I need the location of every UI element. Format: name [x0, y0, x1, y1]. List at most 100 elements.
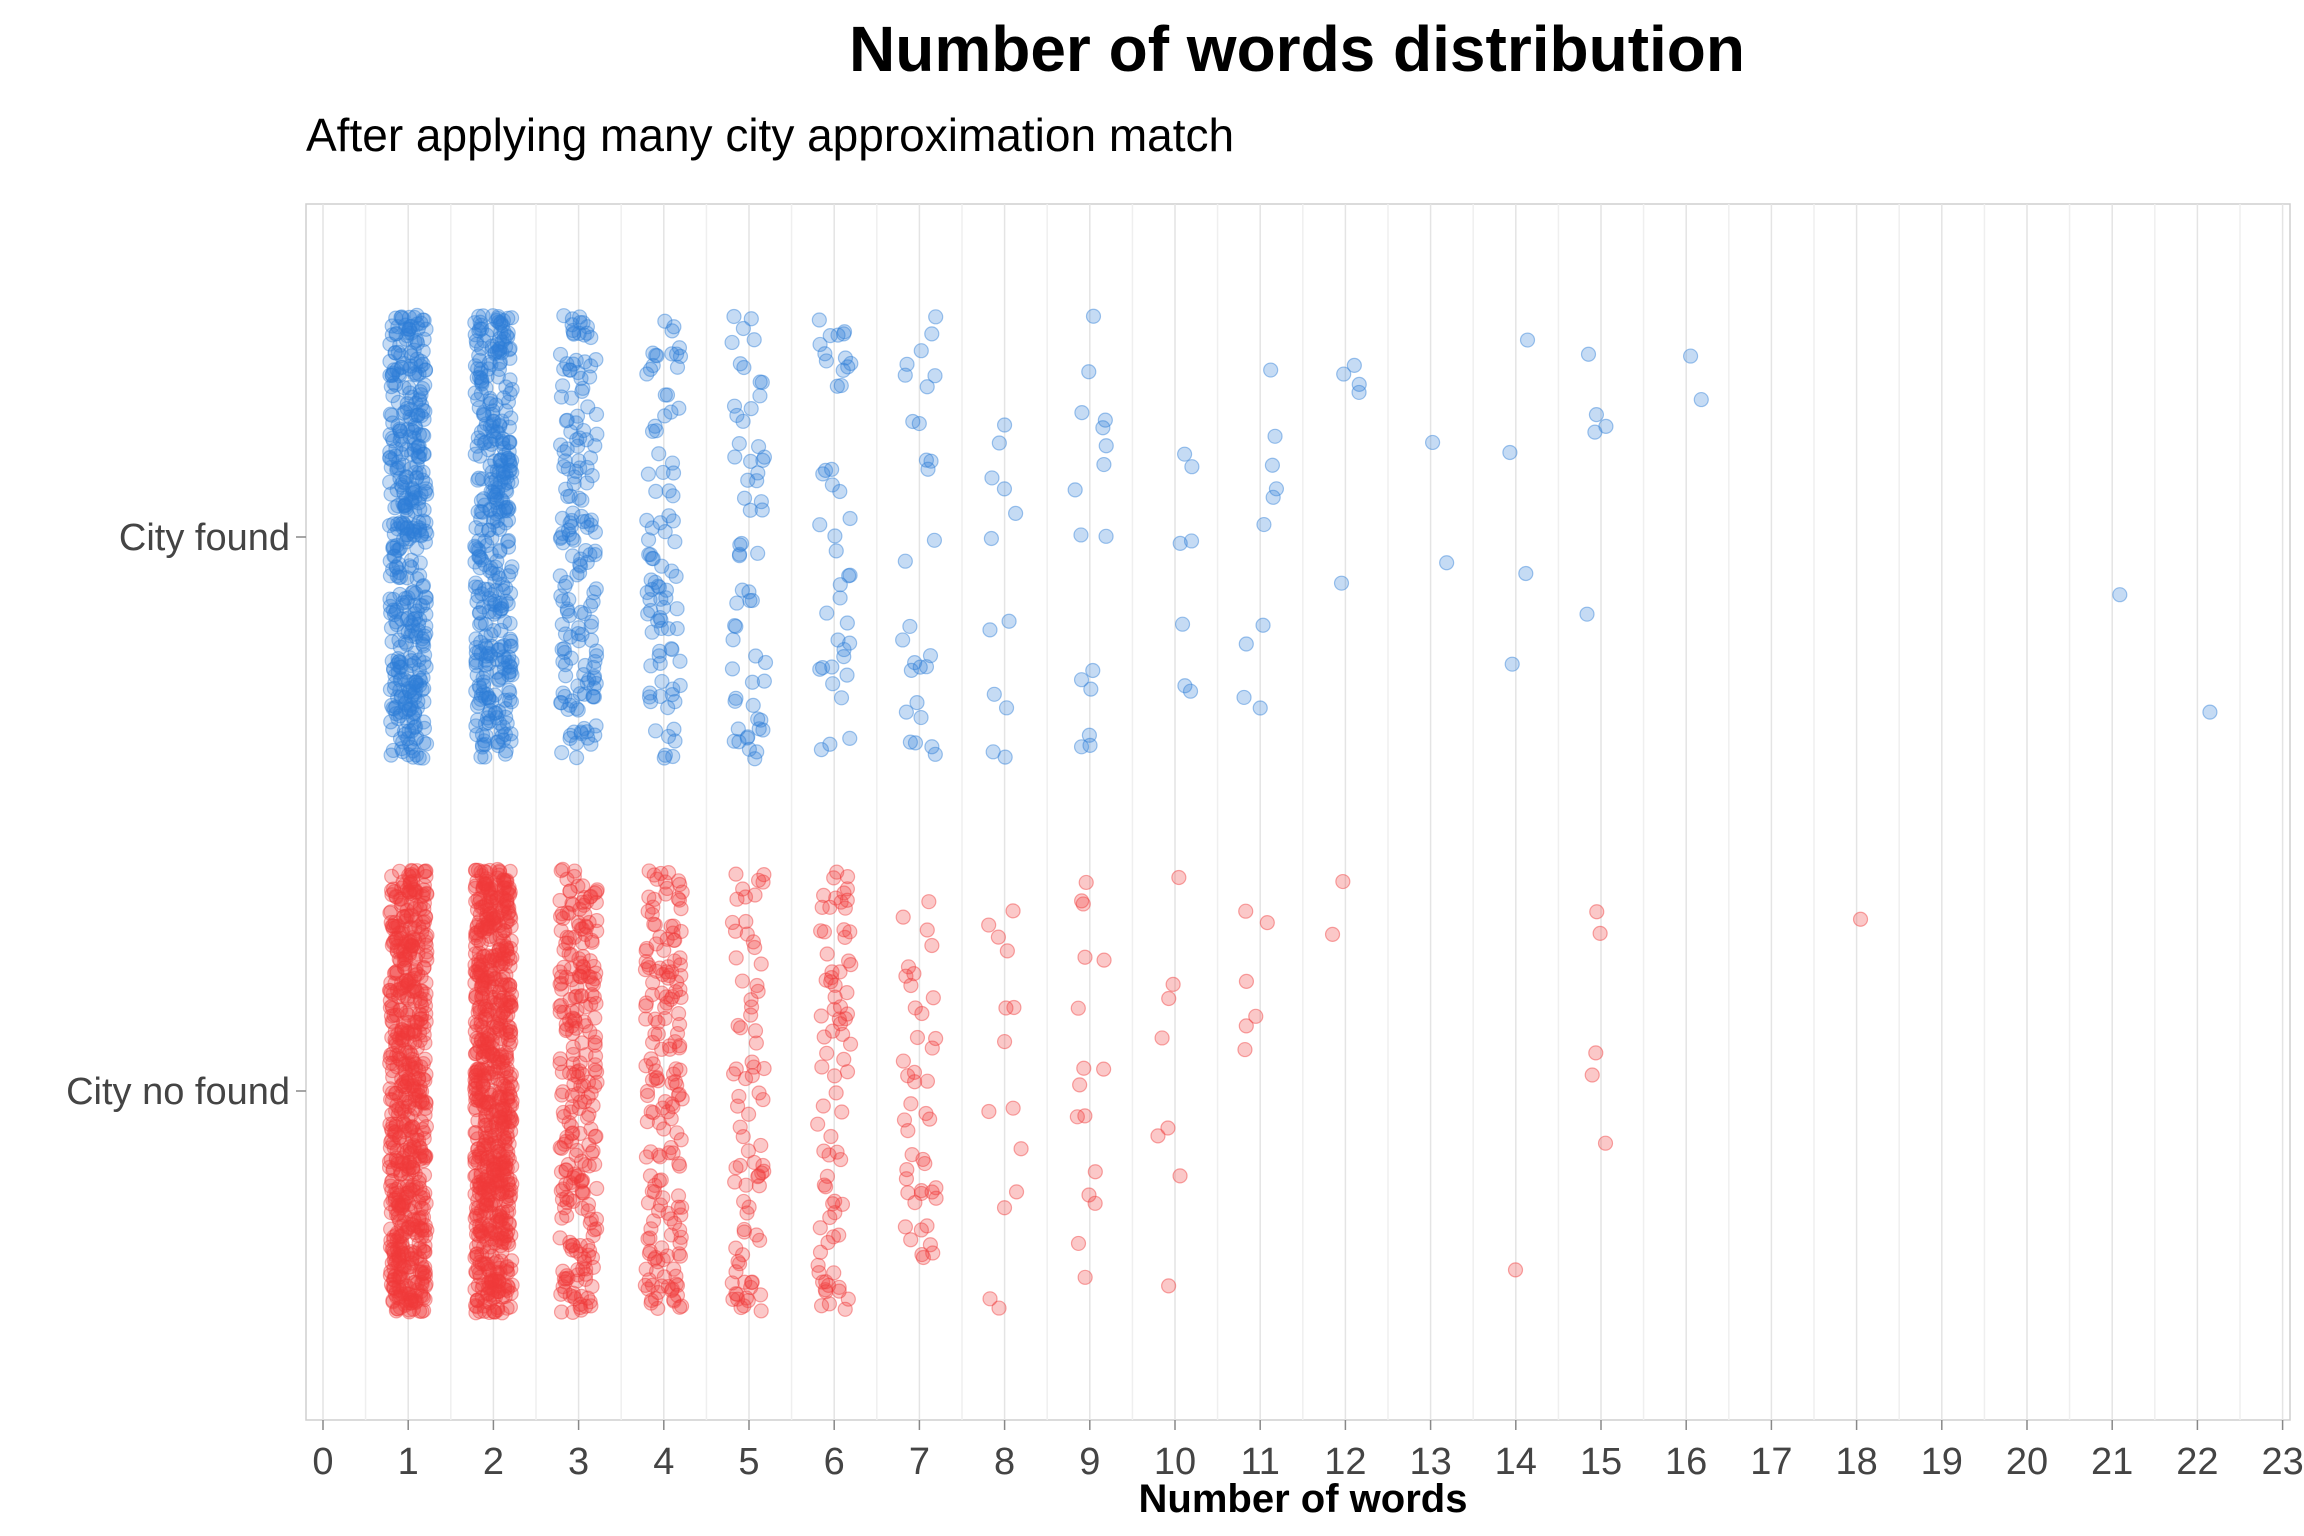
data-point: [660, 959, 676, 975]
data-point: [400, 624, 416, 640]
data-point: [565, 1046, 581, 1063]
data-point: [413, 397, 430, 413]
data-point: [483, 393, 499, 409]
data-point: [915, 1249, 931, 1266]
data-point: [477, 716, 494, 732]
data-point: [998, 700, 1015, 716]
data-point: [393, 516, 409, 532]
data-point: [903, 977, 919, 994]
data-point: [556, 308, 572, 324]
data-point: [925, 990, 941, 1006]
data-point: [415, 472, 431, 488]
data-point: [386, 606, 403, 623]
data-point: [1081, 1187, 1097, 1203]
data-point: [1333, 575, 1350, 591]
data-point: [410, 438, 426, 454]
data-point: [412, 444, 428, 460]
data-point: [409, 571, 425, 587]
data-point: [554, 510, 571, 526]
data-point: [408, 731, 424, 747]
data-point: [474, 376, 490, 392]
data-point: [481, 1085, 497, 1101]
data-point: [493, 314, 509, 331]
data-point: [559, 601, 575, 617]
data-point: [1267, 428, 1283, 444]
data-point: [404, 480, 420, 496]
data-point: [478, 648, 494, 664]
data-point: [492, 595, 508, 611]
data-point: [481, 690, 497, 706]
data-point: [652, 515, 668, 531]
data-point: [490, 480, 506, 496]
data-point: [397, 517, 413, 533]
data-point: [490, 309, 506, 325]
data-point: [418, 589, 434, 605]
data-point: [481, 522, 497, 538]
data-point: [496, 732, 512, 748]
data-point: [504, 381, 520, 398]
data-point: [744, 1054, 760, 1070]
data-point: [409, 307, 425, 323]
data-point: [467, 554, 483, 570]
data-point: [392, 367, 408, 384]
data-point: [494, 334, 510, 350]
data-point: [407, 690, 423, 706]
data-point: [836, 1051, 852, 1068]
data-point: [579, 519, 595, 535]
data-point: [897, 1219, 913, 1235]
data-point: [500, 310, 516, 326]
data-point: [559, 1194, 575, 1211]
data-point: [397, 497, 413, 513]
data-point: [470, 504, 486, 520]
data-point: [403, 934, 419, 950]
data-point: [402, 736, 418, 752]
data-point: [473, 646, 489, 662]
data-point: [386, 516, 402, 532]
data-point: [569, 1142, 585, 1158]
data-point: [665, 513, 681, 529]
data-point: [388, 560, 405, 576]
data-point: [833, 690, 850, 706]
data-point: [403, 628, 419, 644]
data-point: [665, 488, 681, 504]
data-point: [752, 388, 768, 404]
data-point: [392, 515, 409, 531]
data-point: [499, 715, 515, 731]
data-point: [727, 1174, 743, 1190]
data-point: [1682, 348, 1699, 364]
data-point: [385, 433, 402, 449]
data-point: [585, 1143, 601, 1159]
data-point: [497, 500, 514, 516]
data-point: [407, 490, 423, 506]
data-point: [667, 534, 683, 550]
data-point: [500, 539, 517, 555]
data-point: [418, 625, 434, 642]
data-point: [728, 866, 744, 882]
data-point: [574, 1183, 590, 1199]
data-point: [1154, 1030, 1170, 1046]
data-point: [811, 312, 827, 328]
data-point: [483, 436, 500, 452]
data-point: [473, 386, 489, 402]
data-point: [408, 629, 424, 645]
data-point: [468, 657, 484, 674]
data-point: [402, 385, 418, 401]
data-point: [476, 333, 492, 349]
data-point: [417, 377, 433, 393]
data-point: [502, 458, 519, 474]
data-point: [387, 345, 403, 361]
data-point: [403, 460, 419, 477]
data-point: [555, 685, 571, 701]
data-point: [488, 705, 504, 721]
data-point: [468, 631, 484, 647]
x-tick-label: 14: [1495, 1441, 1537, 1483]
data-point: [812, 517, 828, 533]
data-point: [472, 321, 488, 337]
data-point: [497, 746, 514, 762]
data-point: [575, 935, 591, 951]
data-point: [406, 366, 423, 382]
data-point: [818, 353, 834, 369]
data-point: [474, 552, 490, 568]
data-point: [408, 464, 424, 480]
